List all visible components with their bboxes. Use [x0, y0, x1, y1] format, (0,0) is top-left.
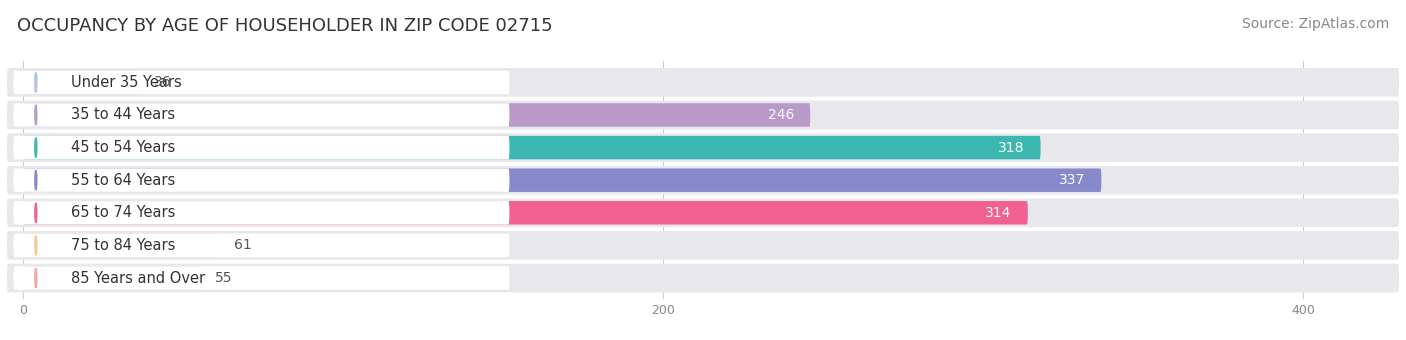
Text: 55 to 64 Years: 55 to 64 Years [72, 173, 176, 188]
FancyBboxPatch shape [7, 264, 1399, 292]
FancyBboxPatch shape [7, 231, 1399, 260]
Circle shape [35, 236, 37, 255]
FancyBboxPatch shape [7, 68, 1399, 97]
Text: 337: 337 [1059, 173, 1085, 187]
FancyBboxPatch shape [22, 234, 218, 257]
FancyBboxPatch shape [14, 71, 509, 94]
Text: Source: ZipAtlas.com: Source: ZipAtlas.com [1241, 17, 1389, 31]
Circle shape [35, 72, 37, 92]
Text: 36: 36 [155, 75, 172, 89]
FancyBboxPatch shape [22, 136, 1040, 159]
Text: 45 to 54 Years: 45 to 54 Years [72, 140, 176, 155]
Text: 75 to 84 Years: 75 to 84 Years [72, 238, 176, 253]
FancyBboxPatch shape [22, 71, 138, 94]
Text: 55: 55 [215, 271, 232, 285]
FancyBboxPatch shape [22, 168, 1101, 192]
Text: 61: 61 [235, 238, 252, 252]
Text: Under 35 Years: Under 35 Years [72, 75, 181, 90]
Text: OCCUPANCY BY AGE OF HOUSEHOLDER IN ZIP CODE 02715: OCCUPANCY BY AGE OF HOUSEHOLDER IN ZIP C… [17, 17, 553, 35]
Text: 85 Years and Over: 85 Years and Over [72, 271, 205, 286]
FancyBboxPatch shape [14, 103, 509, 127]
FancyBboxPatch shape [22, 201, 1028, 224]
Text: 65 to 74 Years: 65 to 74 Years [72, 205, 176, 220]
Text: 314: 314 [986, 206, 1012, 220]
Circle shape [35, 203, 37, 223]
Text: 246: 246 [768, 108, 794, 122]
Circle shape [35, 170, 37, 190]
FancyBboxPatch shape [14, 136, 509, 159]
FancyBboxPatch shape [7, 133, 1399, 162]
Text: 318: 318 [998, 141, 1025, 155]
FancyBboxPatch shape [14, 168, 509, 192]
FancyBboxPatch shape [22, 103, 810, 127]
Circle shape [35, 105, 37, 125]
Circle shape [35, 138, 37, 157]
Text: 35 to 44 Years: 35 to 44 Years [72, 107, 176, 122]
FancyBboxPatch shape [7, 199, 1399, 227]
FancyBboxPatch shape [7, 166, 1399, 194]
FancyBboxPatch shape [14, 266, 509, 290]
Circle shape [35, 268, 37, 288]
FancyBboxPatch shape [22, 266, 200, 290]
FancyBboxPatch shape [14, 201, 509, 224]
FancyBboxPatch shape [7, 101, 1399, 129]
FancyBboxPatch shape [14, 234, 509, 257]
